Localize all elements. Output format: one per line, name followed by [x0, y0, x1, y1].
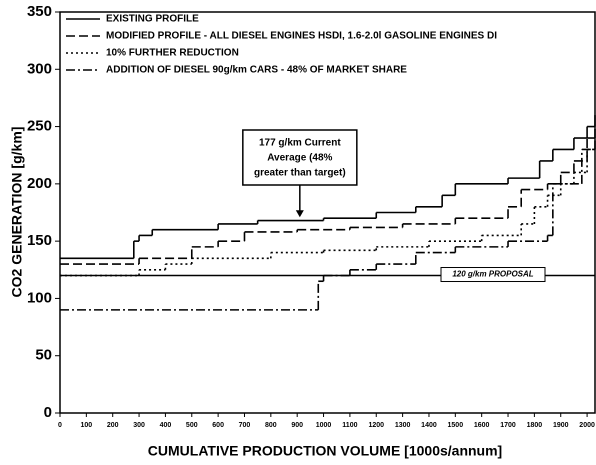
annotation-text: greater than target) — [254, 168, 346, 179]
legend-label: ADDITION OF DIESEL 90g/km CARS - 48% OF … — [106, 65, 407, 76]
y-tick-label: 200 — [27, 175, 52, 192]
x-axis-label: CUMULATIVE PRODUCTION VOLUME [1000s/annu… — [148, 443, 502, 459]
x-tick-label: 1100 — [342, 422, 357, 429]
annotation-text: 177 g/km Current — [259, 138, 341, 149]
annotation-arrowhead — [295, 210, 304, 218]
reference-label: 120 g/km PROPOSAL — [452, 270, 533, 279]
x-tick-label: 300 — [133, 422, 145, 429]
legend-label: EXISTING PROFILE — [106, 14, 199, 25]
x-tick-label: 200 — [107, 422, 119, 429]
x-tick-label: 1400 — [421, 422, 437, 429]
plot-frame — [59, 11, 596, 414]
y-tick-label: 350 — [27, 3, 52, 20]
x-tick-label: 1500 — [448, 422, 464, 429]
x-tick-label: 700 — [239, 422, 251, 429]
x-tick-label: 0 — [58, 422, 62, 429]
x-tick-label: 1200 — [368, 422, 384, 429]
x-tick-label: 1800 — [527, 422, 543, 429]
y-tick-label: 100 — [27, 289, 52, 306]
y-tick-label: 0 — [44, 404, 52, 421]
y-tick-label: 50 — [35, 347, 52, 364]
legend-label: MODIFIED PROFILE - ALL DIESEL ENGINES HS… — [106, 31, 497, 42]
x-tick-label: 400 — [160, 422, 172, 429]
y-tick-label: 150 — [27, 232, 52, 249]
x-tick-label: 1000 — [316, 422, 332, 429]
legend-label: 10% FURTHER REDUCTION — [106, 48, 239, 59]
x-tick-label: 1700 — [500, 422, 516, 429]
y-tick-label: 300 — [27, 60, 52, 77]
x-tick-label: 500 — [186, 422, 198, 429]
x-tick-label: 1900 — [553, 422, 569, 429]
x-tick-label: 1300 — [395, 422, 411, 429]
reference-label-box — [440, 267, 546, 283]
y-axis-label: CO2 GENERATION [g/km] — [9, 127, 25, 298]
x-tick-label: 1600 — [474, 422, 490, 429]
x-tick-label: 800 — [265, 422, 277, 429]
annotation-text: Average (48% — [267, 153, 332, 164]
x-tick-label: 600 — [212, 422, 224, 429]
x-tick-label: 100 — [81, 422, 93, 429]
x-tick-label: 900 — [291, 422, 303, 429]
x-tick-label: 2000 — [579, 422, 595, 429]
y-tick-label: 250 — [27, 118, 52, 135]
